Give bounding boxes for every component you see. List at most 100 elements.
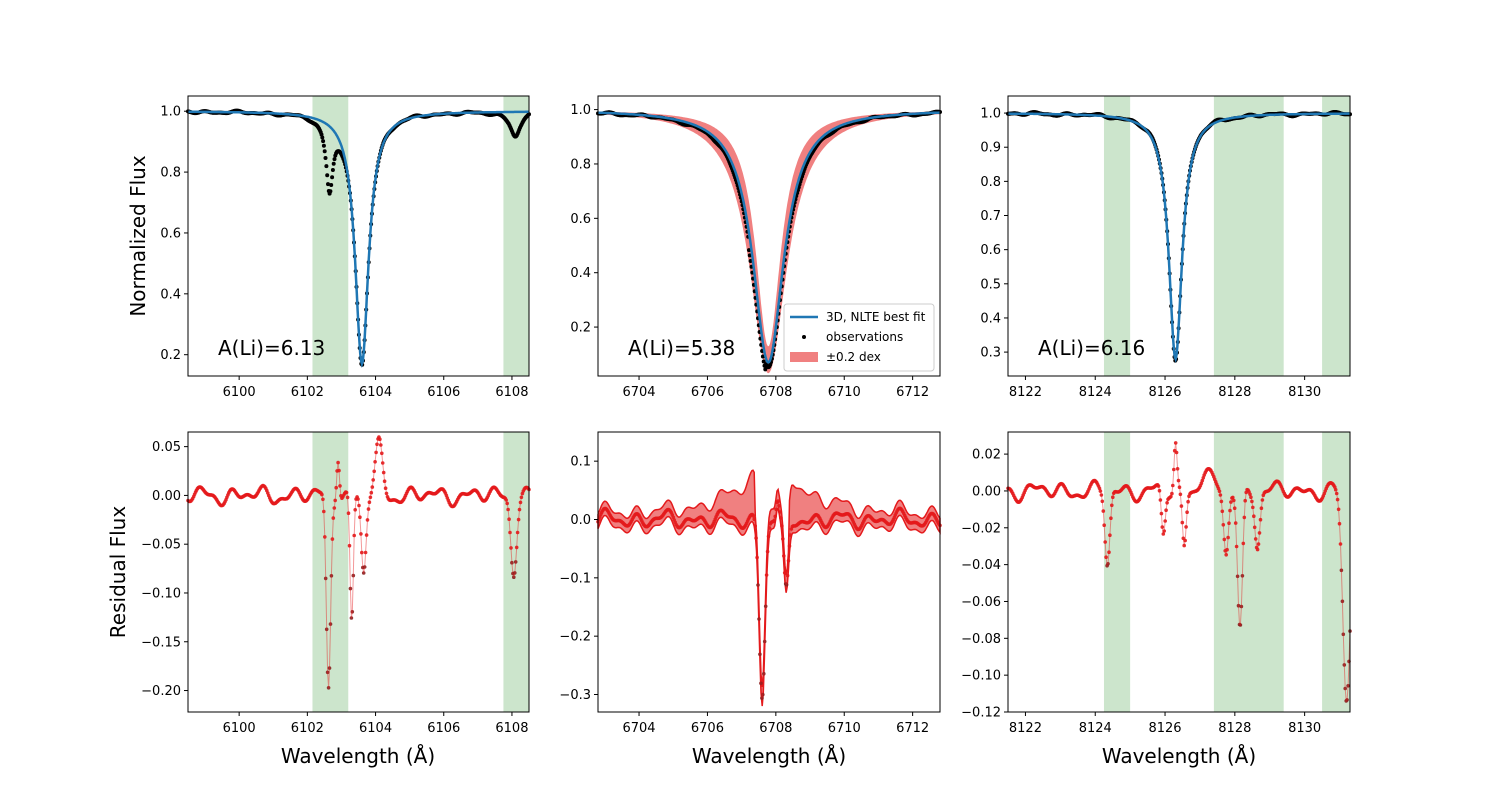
panel-bottom-middle-residual-point-195 — [782, 554, 786, 558]
panel-bottom-right-residual-point-182 — [1179, 504, 1184, 508]
panel-bottom-right-residual-point-185 — [1182, 543, 1186, 548]
panel-top-right-model-line — [1008, 112, 1350, 364]
panel-bottom-left-residual-point-338 — [507, 517, 511, 521]
panel-bottom-left-ytick-label-4: 0.00 — [152, 489, 181, 504]
panel-bottom-middle-frame — [597, 431, 941, 713]
panel-bottom-left-residual-point-351 — [519, 495, 524, 500]
panel-bottom-middle-residual-point-199 — [785, 573, 790, 578]
panel-bottom-right-residual-point-258 — [1252, 514, 1256, 518]
panel-bottom-middle-xtick-label-2: 6708 — [759, 721, 792, 736]
panel-bottom-left-residual-points — [186, 435, 531, 690]
panel-bottom-middle-residual-points — [596, 499, 942, 700]
panel-top-left-obs-point-169 — [323, 156, 328, 160]
panel-bottom-right-residual-point-242 — [1236, 603, 1241, 608]
panel-bottom-left-residual-point-154 — [332, 506, 337, 510]
panel-bottom-right-residual-point-265 — [1258, 517, 1263, 522]
panel-bottom-left-residual-point-348 — [516, 517, 521, 522]
panel-bottom-right-residual-point-230 — [1225, 547, 1229, 552]
legend-obs-label: observations — [826, 330, 903, 344]
panel-bottom-right-residual-point-257 — [1251, 505, 1255, 510]
panel-bottom-right-frame — [1007, 431, 1351, 713]
panel-bottom-left-residual-point-172 — [349, 616, 354, 620]
panel-top-left-xtick-label-3: 6106 — [427, 385, 460, 400]
panel-bottom-right-residual-point-109 — [1110, 503, 1114, 508]
panel-bottom-left-residual-point-337 — [506, 507, 510, 512]
legend-box — [783, 303, 935, 372]
panel-bottom-right-ytick-label-7: 0.02 — [972, 448, 1001, 463]
panel-bottom-middle-residual-point-180 — [767, 526, 772, 530]
panel-bottom-middle-residual-point-173 — [761, 692, 765, 697]
panel-top-middle-ytick-label-2: 0.6 — [570, 212, 591, 227]
panel-bottom-right-residual-point-353 — [1342, 663, 1347, 667]
panel-bottom-middle-ytick-label-4: 0.1 — [570, 455, 591, 470]
panel-bottom-left-residual-point-150 — [328, 622, 333, 626]
panel-bottom-middle-residual-point-202 — [788, 533, 793, 537]
panel-top-right-xtick-label-0: 8122 — [1009, 385, 1042, 400]
panel-top-right-ytick-label-2: 0.5 — [980, 277, 1001, 292]
panel-bottom-left-residual-point-168 — [345, 495, 350, 500]
panel-top-middle-xtick-label-1: 6706 — [691, 385, 724, 400]
panel-bottom-left-residual-point-173 — [350, 610, 355, 614]
panel-top-right-xtick-label-1: 8124 — [1079, 385, 1112, 400]
panel-bottom-middle-residual-point-178 — [765, 549, 770, 554]
panel-top-right-ytick-label-3: 0.6 — [980, 243, 1001, 258]
panel-bottom-right-mask-region-0 — [1103, 432, 1131, 712]
panel-bottom-right-residual-point-181 — [1178, 492, 1183, 497]
legend-band-label: ±0.2 dex — [826, 350, 881, 364]
panel-bottom-left-residual-point-336 — [505, 501, 510, 506]
panel-bottom-left-residual-point-202 — [378, 437, 382, 442]
panel-bottom-left-xtick-label-2: 6104 — [359, 721, 392, 736]
panel-bottom-left-residual-point-171 — [348, 586, 353, 591]
panel-bottom-middle-residual-point-198 — [784, 583, 789, 587]
panel-bottom-right-residual-point-246 — [1240, 574, 1245, 578]
panel-bottom-right-xtick-label-1: 8124 — [1079, 721, 1112, 736]
panel-bottom-left-residual-point-155 — [333, 498, 338, 503]
panel-bottom-left-residual-point-143 — [322, 509, 326, 514]
panel-bottom-right-ytick-label-4: −0.04 — [961, 558, 1001, 573]
panel-bottom-right-residual-point-160 — [1158, 498, 1163, 502]
ylabel-normalized-flux: Normalized Flux — [126, 155, 150, 317]
panel-bottom-left-residual-point-350 — [518, 500, 523, 505]
panel-bottom-right-residual-points — [1006, 441, 1352, 703]
panel-bottom-right-residual-point-187 — [1184, 525, 1188, 529]
panel-bottom-right-residual-point-227 — [1222, 537, 1227, 542]
panel-bottom-middle-residual-point-190 — [777, 504, 781, 508]
panel-bottom-left-ytick-label-2: −0.10 — [141, 586, 181, 601]
panel-bottom-right: 8122 8124 8126 8128 8130 −0.12 −0.10 −0.08 −0.06… — [961, 431, 1352, 736]
panel-bottom-left-residual-point-147 — [325, 670, 330, 675]
panel-bottom-middle-xtick-label-1: 6706 — [691, 721, 724, 736]
panel-bottom-left-residual-point-209 — [384, 491, 389, 496]
panel-bottom-right-residual-point-229 — [1224, 553, 1228, 557]
panel-bottom-left-residual-point-158 — [336, 460, 340, 465]
panel-bottom-right-residual-point-97 — [1098, 489, 1103, 493]
panel-bottom-middle-ytick-label-3: 0.0 — [570, 513, 591, 528]
panel-top-left-obs-point-178 — [330, 168, 335, 172]
panel-bottom-right-residual-point-166 — [1164, 508, 1168, 512]
legend-band-swatch — [790, 352, 818, 362]
panel-bottom-right-residual-point-223 — [1218, 493, 1223, 497]
panel-bottom-left-residual-point-203 — [379, 443, 383, 447]
panel-bottom-right-ytick-label-2: −0.08 — [961, 632, 1001, 647]
panel-bottom-middle-residual-point-185 — [772, 518, 776, 523]
panel-top-left-obs-point-176 — [329, 183, 334, 187]
panel-bottom-left-residual-point-195 — [371, 478, 376, 482]
panel-top-left-obs-point-172 — [326, 182, 330, 187]
panel-bottom-right-residual-point-98 — [1099, 493, 1104, 497]
panel-top-right-frame — [1007, 95, 1351, 377]
panel-top-middle-obs-point-205 — [763, 367, 768, 372]
panel-bottom-right-residual-point-347 — [1336, 507, 1341, 512]
panel-top-left-obs-point-180 — [332, 157, 337, 162]
panel-top-middle-model-line — [597, 111, 940, 364]
panel-bottom-right-residual-point-232 — [1227, 521, 1231, 525]
panel-top-left-obs-point-179 — [331, 161, 336, 166]
panel-bottom-right-residual-point-186 — [1183, 538, 1187, 543]
panel-bottom-right-residual-point-254 — [1248, 492, 1252, 497]
panel-bottom-right-residual-point-240 — [1234, 544, 1239, 549]
panel-bottom-left-residual-point-187 — [363, 550, 368, 555]
panel-bottom-middle-residual-point-193 — [780, 524, 784, 528]
panel-bottom-left-xtick-label-3: 6106 — [427, 721, 460, 736]
panel-bottom-right-residual-point-158 — [1156, 484, 1161, 488]
panel-bottom-left-residual-point-175 — [352, 533, 357, 538]
panel-bottom-right-residual-point-103 — [1104, 555, 1108, 559]
panel-bottom-right-residual-point-250 — [1244, 490, 1248, 495]
